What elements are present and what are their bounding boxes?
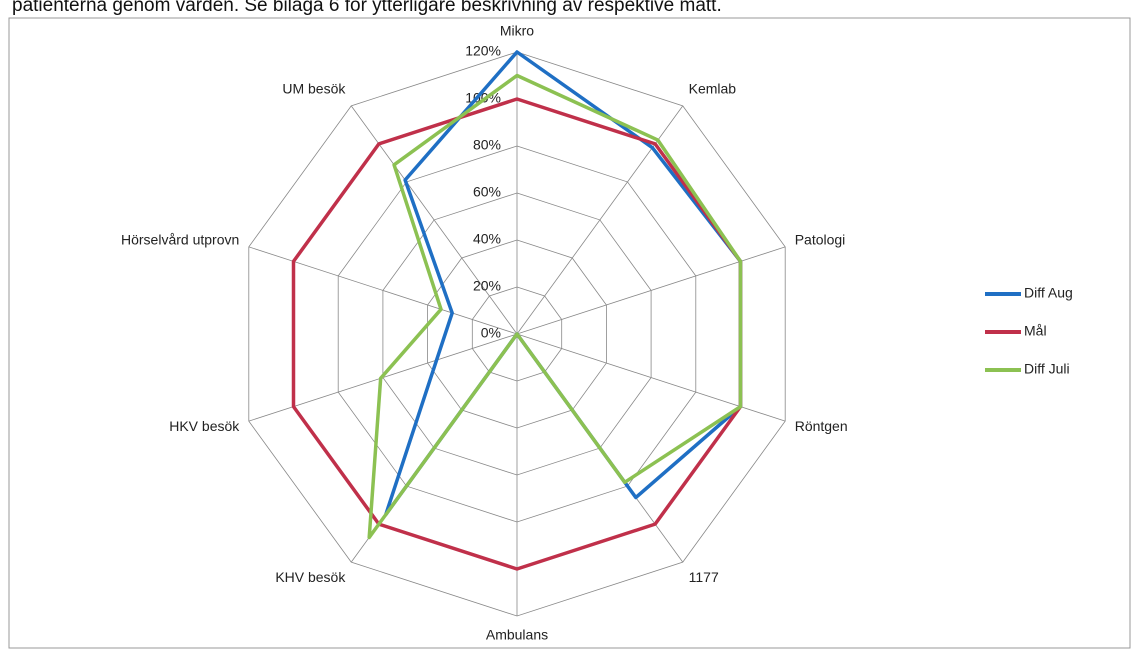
category-label: Ambulans: [486, 627, 548, 643]
y-tick-label: 60%: [473, 184, 501, 200]
series-line: [367, 73, 743, 540]
category-label: KHV besök: [275, 569, 346, 585]
category-label: UM besök: [282, 80, 346, 96]
y-tick-label: 20%: [473, 278, 501, 294]
category-label: Kemlab: [689, 80, 737, 96]
y-tick-label: 80%: [473, 137, 501, 153]
category-label: HKV besök: [169, 418, 240, 434]
legend-label: Mål: [1024, 323, 1047, 339]
y-tick-label: 120%: [465, 43, 501, 59]
category-label: Mikro: [500, 23, 534, 39]
y-tick-label: 40%: [473, 231, 501, 247]
category-label: 1177: [689, 569, 719, 585]
legend-label: Diff Aug: [1024, 285, 1073, 301]
y-tick-label: 0%: [481, 325, 501, 341]
category-label: Röntgen: [795, 418, 848, 434]
category-label: Hörselvård utprovn: [121, 231, 239, 247]
header-text: patienterna genom vården. Se bilaga 6 fö…: [12, 0, 722, 16]
category-label: Patologi: [795, 231, 846, 247]
legend-label: Diff Juli: [1024, 361, 1070, 377]
series-line: [384, 50, 743, 517]
chart-frame: [8, 17, 1131, 649]
